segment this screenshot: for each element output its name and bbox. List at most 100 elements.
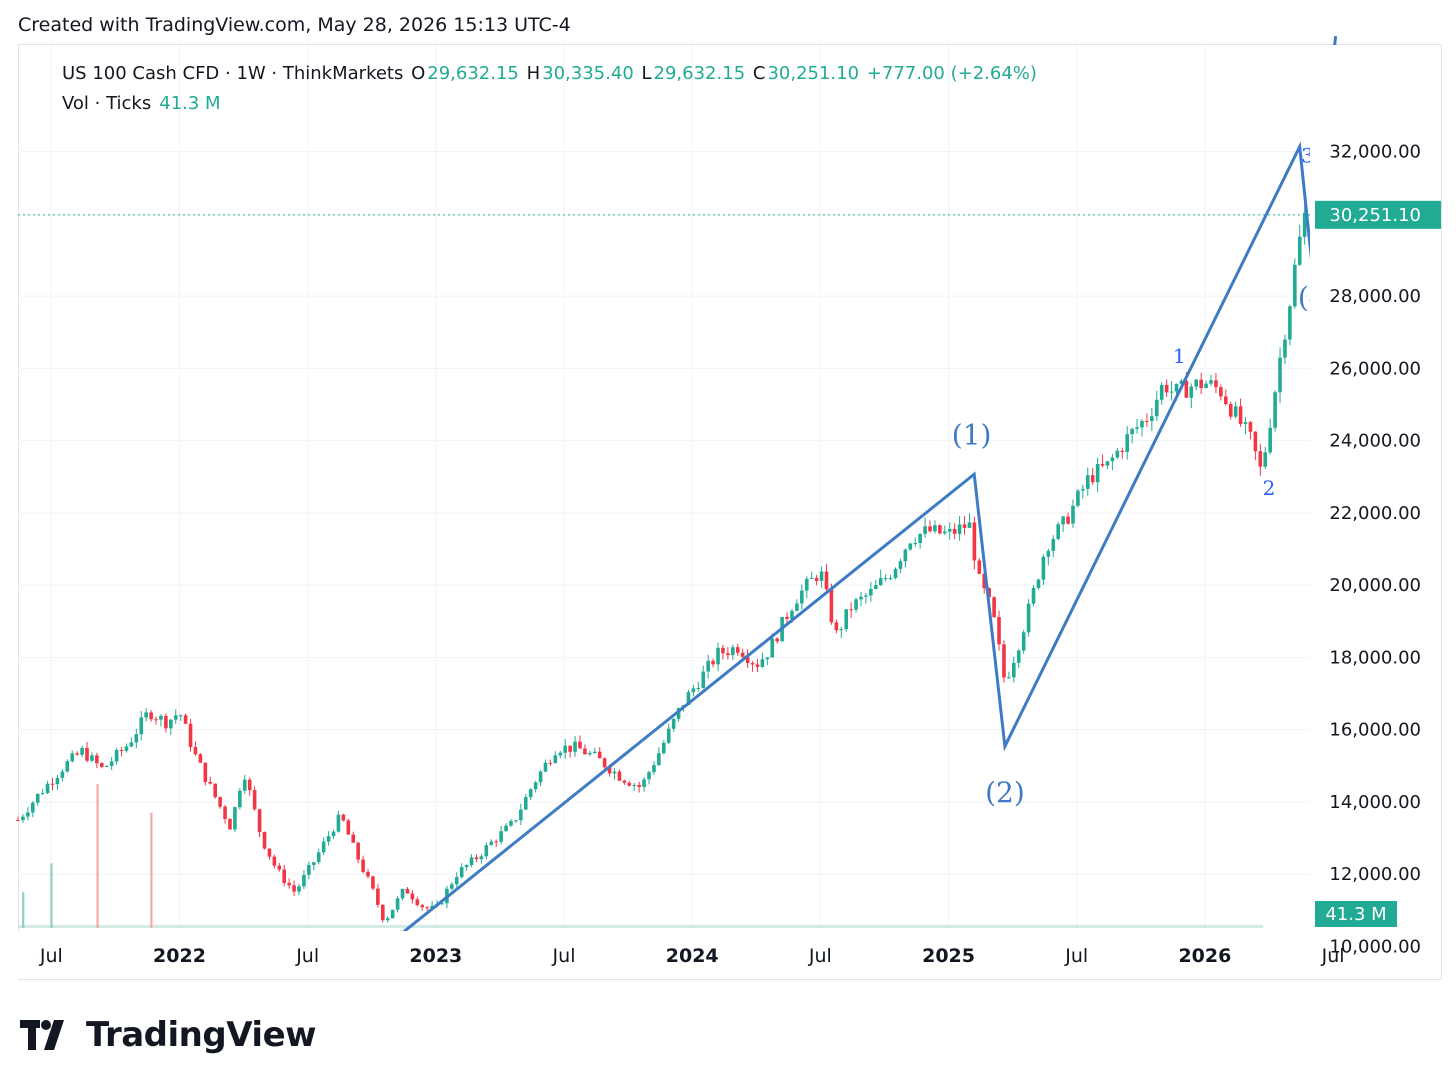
candle-up [770, 638, 775, 658]
candle-down [548, 762, 553, 764]
candle-down [1090, 475, 1095, 483]
candle-down [578, 741, 582, 749]
candle-up [1115, 450, 1120, 458]
candle-up [1268, 427, 1272, 453]
tradingview-mark-icon [20, 1020, 64, 1050]
price-axis-label: 12,000.00 [1329, 864, 1421, 885]
candle-down [282, 869, 287, 883]
candle-down [962, 524, 967, 528]
candle-up [35, 793, 40, 803]
candle-down [735, 647, 740, 653]
candle-up [701, 671, 706, 688]
candle-up [1095, 463, 1100, 483]
candle-up [509, 821, 513, 826]
candle-up [129, 742, 134, 747]
candle-up [484, 845, 489, 857]
volume-bar [96, 783, 99, 928]
candle-down [982, 573, 987, 589]
last-price-tag [1315, 200, 1441, 229]
candle-up [543, 762, 548, 772]
price-axis-label: 22,000.00 [1329, 503, 1421, 524]
candle-up [795, 603, 799, 611]
candle-up [671, 718, 676, 729]
candle-up [533, 782, 538, 790]
candle-up [873, 585, 878, 589]
candle-up [1233, 406, 1238, 417]
candle-up [691, 688, 696, 693]
candle-up [469, 857, 474, 866]
volume-legend: Vol · Ticks 41.3 M [62, 93, 221, 114]
candle-up [933, 525, 937, 532]
candle-down [405, 889, 410, 894]
candle-up [400, 889, 405, 899]
chart-frame[interactable] [18, 44, 1442, 980]
candle-up [1288, 306, 1292, 340]
candle-up [450, 884, 454, 889]
candle-up [479, 856, 484, 860]
candle-down [95, 755, 99, 764]
wave-label: 1 [1173, 344, 1186, 368]
candle-up [1056, 524, 1060, 540]
volume-bar [50, 863, 53, 928]
candle-down [346, 820, 351, 835]
candle-down [1100, 463, 1105, 466]
candle-down [711, 660, 715, 665]
candle-down [376, 888, 380, 905]
candle-down [193, 747, 198, 755]
candle-up [489, 841, 494, 846]
candle-down [341, 814, 346, 821]
candle-up [854, 599, 858, 610]
candle-up [947, 529, 952, 532]
candle-down [474, 857, 479, 860]
candle-up [632, 784, 637, 786]
candle-up [1046, 550, 1051, 557]
candle-up [804, 578, 809, 591]
candle-up [159, 715, 163, 720]
candle-up [519, 809, 523, 821]
candle-down [188, 723, 193, 748]
candle-down [721, 647, 725, 654]
candle-down [755, 664, 760, 667]
candle-down [1238, 406, 1243, 424]
candle-down [252, 790, 257, 810]
candle-up [558, 752, 563, 756]
candle-down [16, 819, 20, 821]
candle-down [247, 779, 252, 791]
candle-down [977, 560, 982, 574]
candle-down [1066, 516, 1070, 524]
candle-up [839, 629, 844, 631]
candle-down [1145, 420, 1149, 422]
candle-down [267, 848, 272, 857]
candle-up [731, 647, 735, 656]
candle-up [60, 771, 65, 778]
candle-up [1076, 490, 1080, 506]
candle-up [331, 831, 336, 837]
candle-up [499, 831, 503, 842]
candle-up [918, 533, 922, 544]
candle-down [1184, 380, 1189, 398]
candle-up [588, 753, 592, 755]
candle-up [242, 779, 247, 791]
candle-up [30, 802, 35, 813]
candle-up [538, 771, 543, 783]
candle-up [1026, 603, 1031, 633]
candle-down [119, 750, 124, 752]
candle-up [173, 715, 178, 720]
candle-down [1120, 450, 1125, 452]
candle-up [321, 841, 326, 853]
candle-up [124, 746, 129, 751]
candle-up [90, 755, 94, 761]
candle-up [676, 708, 681, 719]
candle-up [1169, 391, 1174, 393]
candle-up [440, 903, 444, 905]
candle-down [775, 638, 779, 642]
candle-down [829, 589, 834, 623]
tradingview-logo[interactable]: TradingView [20, 1012, 317, 1058]
candle-down [183, 715, 188, 724]
candle-down [410, 893, 415, 900]
candle-down [627, 782, 632, 786]
candle-down [824, 571, 829, 590]
candle-up [1085, 475, 1090, 489]
close-label: C [752, 63, 766, 84]
